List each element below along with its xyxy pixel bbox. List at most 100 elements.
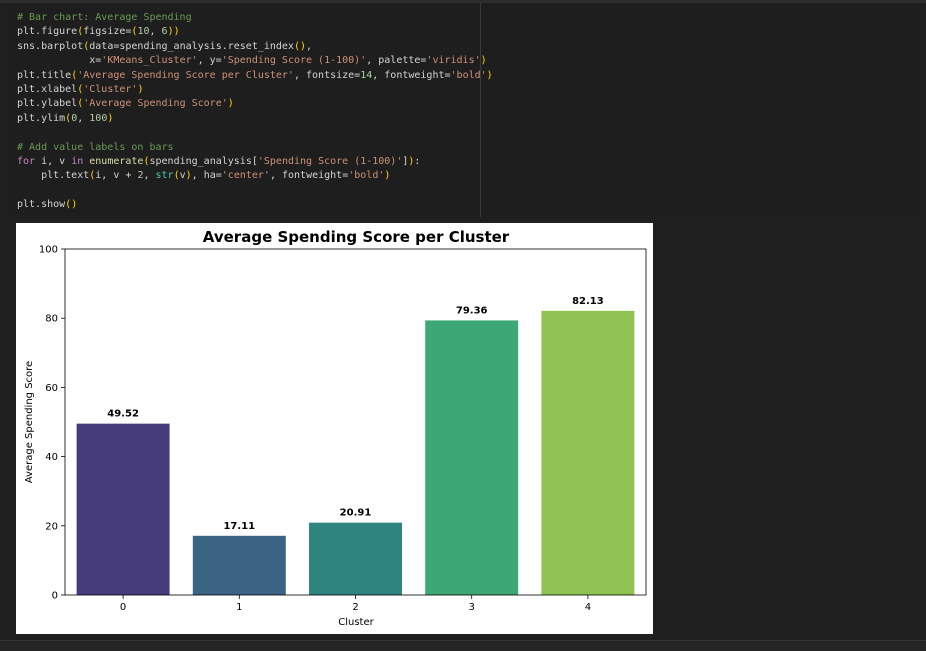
code-token: (): [65, 199, 78, 211]
x-tick-label: 4: [585, 602, 591, 613]
code-token: for: [17, 155, 36, 167]
code-token: )): [167, 26, 180, 38]
code-token: 'Average Spending Score per Cluster': [77, 69, 294, 81]
code-token: 14: [360, 69, 373, 81]
code-token: v: [179, 170, 186, 182]
code-token: , fontweight=: [372, 69, 451, 81]
code-token: , palette=: [366, 55, 427, 67]
code-token: str: [155, 170, 174, 182]
code-token: figsize=: [83, 26, 132, 38]
x-tick-label: 1: [236, 602, 242, 613]
code-token: 0: [71, 112, 78, 124]
top-border: [0, 0, 926, 3]
code-token: ): [137, 83, 144, 95]
code-line: # Add value labels on bars: [17, 141, 493, 155]
code-token: # Bar chart: Average Spending: [17, 12, 192, 23]
x-tick-label: 2: [352, 602, 358, 613]
y-tick-label: 80: [45, 314, 58, 325]
code-token: plt.show: [17, 199, 66, 211]
code-token: 'Spending Score (1-100)': [257, 155, 403, 167]
code-token: plt.ylim: [17, 112, 66, 124]
code-token: ): [480, 55, 487, 67]
code-line: [17, 184, 493, 198]
code-token: enumerate: [89, 155, 144, 167]
code-token: (: [77, 26, 84, 38]
code-token: plt.ylabel: [17, 98, 78, 110]
code-token: 6: [161, 26, 168, 38]
value-label: 82.13: [572, 296, 604, 307]
code-token: 'Average Spending Score': [83, 98, 228, 110]
code-token: , ha=: [191, 170, 222, 182]
code-token: 2: [137, 170, 144, 182]
code-token: data=spending_analysis.reset_index: [89, 40, 294, 52]
code-lines[interactable]: # Bar chart: Average Spending plt.figure(…: [17, 11, 493, 212]
code-token: spending_analysis[: [149, 155, 258, 167]
code-token: ): [486, 69, 493, 81]
code-line: plt.xlabel('Cluster'): [17, 83, 493, 97]
code-token: 'Spending Score (1-100)': [221, 55, 367, 67]
value-label: 17.11: [223, 521, 255, 532]
code-token: ,: [77, 112, 90, 124]
code-token: ,: [149, 26, 162, 38]
code-token: plt.title: [17, 69, 72, 81]
y-tick-label: 0: [52, 591, 58, 602]
chart-title: Average Spending Score per Cluster: [203, 228, 510, 246]
code-line: plt.figure(figsize=(10, 6)): [17, 25, 493, 39]
value-label: 79.36: [456, 305, 488, 316]
bar-cluster-1: [192, 535, 286, 595]
cell-output: Average Spending Score per Cluster 49.52…: [16, 223, 653, 634]
code-token: (: [77, 98, 84, 110]
value-label: 20.91: [340, 508, 372, 519]
code-line: sns.barplot(data=spending_analysis.reset…: [17, 40, 493, 54]
code-cell[interactable]: # Bar chart: Average Spending plt.figure(…: [8, 3, 918, 217]
code-token: (): [293, 40, 307, 52]
code-token: (: [131, 26, 138, 38]
code-line: plt.ylim(0, 100): [17, 112, 493, 126]
bar-cluster-2: [309, 522, 402, 595]
code-token: 10: [137, 26, 150, 38]
code-token: 'center': [221, 170, 270, 182]
code-token: x=: [17, 55, 102, 67]
x-axis-label: Cluster: [338, 617, 374, 628]
y-tick-label: 100: [39, 245, 58, 256]
value-label: 49.52: [107, 409, 139, 420]
code-token: 'bold': [450, 69, 487, 81]
code-token: ): [384, 170, 391, 182]
code-token: ,: [306, 40, 313, 52]
code-line: plt.title('Average Spending Score per Cl…: [17, 69, 493, 83]
code-token: plt.xlabel: [17, 83, 78, 95]
code-token: # Add value labels on bars: [17, 141, 174, 153]
x-tick-label: 0: [120, 602, 126, 613]
y-axis-label: Average Spending Score: [24, 361, 35, 483]
code-token: (: [89, 170, 96, 182]
code-token: i, v +: [95, 170, 138, 182]
bottom-border: [0, 640, 926, 651]
y-tick-label: 40: [45, 452, 58, 463]
code-token: ): [408, 155, 415, 167]
code-token: (: [77, 83, 84, 95]
code-line: plt.show(): [17, 198, 493, 212]
bar-cluster-4: [541, 310, 635, 595]
code-token: (: [173, 170, 180, 182]
code-token: (: [83, 40, 90, 52]
code-token: ): [107, 112, 114, 124]
code-line: plt.ylabel('Average Spending Score'): [17, 97, 493, 111]
code-token: 100: [89, 112, 108, 124]
code-editor[interactable]: # Bar chart: Average Spending plt.figure(…: [8, 3, 493, 217]
code-token: plt.figure: [17, 26, 78, 38]
code-line: for i, v in enumerate(spending_analysis[…: [17, 155, 493, 169]
bar-cluster-0: [76, 423, 170, 595]
code-token: (: [71, 69, 78, 81]
code-token: ): [227, 98, 234, 110]
bar-chart: Average Spending Score per Cluster 49.52…: [16, 223, 653, 634]
y-tick-label: 20: [45, 521, 58, 532]
code-token: ]: [402, 155, 409, 167]
code-token: 'bold': [348, 170, 385, 182]
code-token: in: [71, 155, 84, 167]
code-token: , y=: [197, 55, 222, 67]
bar-cluster-3: [425, 320, 519, 595]
code-token: (: [143, 155, 150, 167]
code-token: , fontweight=: [269, 170, 349, 182]
code-token: , fontsize=: [293, 69, 361, 81]
code-token: sns.barplot: [17, 40, 84, 52]
